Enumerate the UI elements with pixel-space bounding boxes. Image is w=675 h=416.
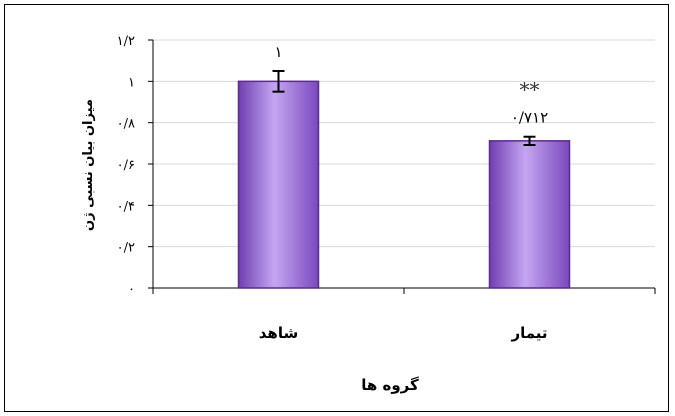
y-tick-label: ۰/۸ [117,117,135,132]
bars [237,70,571,289]
y-axis-title: میزان بیان نسبی ژن [81,99,96,231]
y-tick-label: ۰/۲ [117,241,135,256]
bar [237,80,320,289]
y-tick-label: ۱/۲ [117,34,135,49]
labels: شاهد ۱ تیمار ۰/۷۱۲ ** [259,43,548,342]
y-tick-label: ۱ [128,75,135,90]
category-label: تیمار [510,324,547,342]
significance-label: ** [520,78,540,102]
bar [488,140,571,289]
y-tick-label: ۰ [128,282,135,297]
y-tick-label: ۰/۴ [117,199,135,214]
gridlines [153,39,655,248]
data-label: ۱ [274,43,282,61]
y-tick-label: ۰/۶ [117,158,135,173]
axes: ۰ ۰/۲ ۰/۴ ۰/۶ ۰/۸ ۱ ۱/۲ [117,34,656,297]
x-axis-title: گروه ها [361,376,419,394]
category-label: شاهد [259,324,298,342]
data-label: ۰/۷۱۲ [511,109,548,127]
